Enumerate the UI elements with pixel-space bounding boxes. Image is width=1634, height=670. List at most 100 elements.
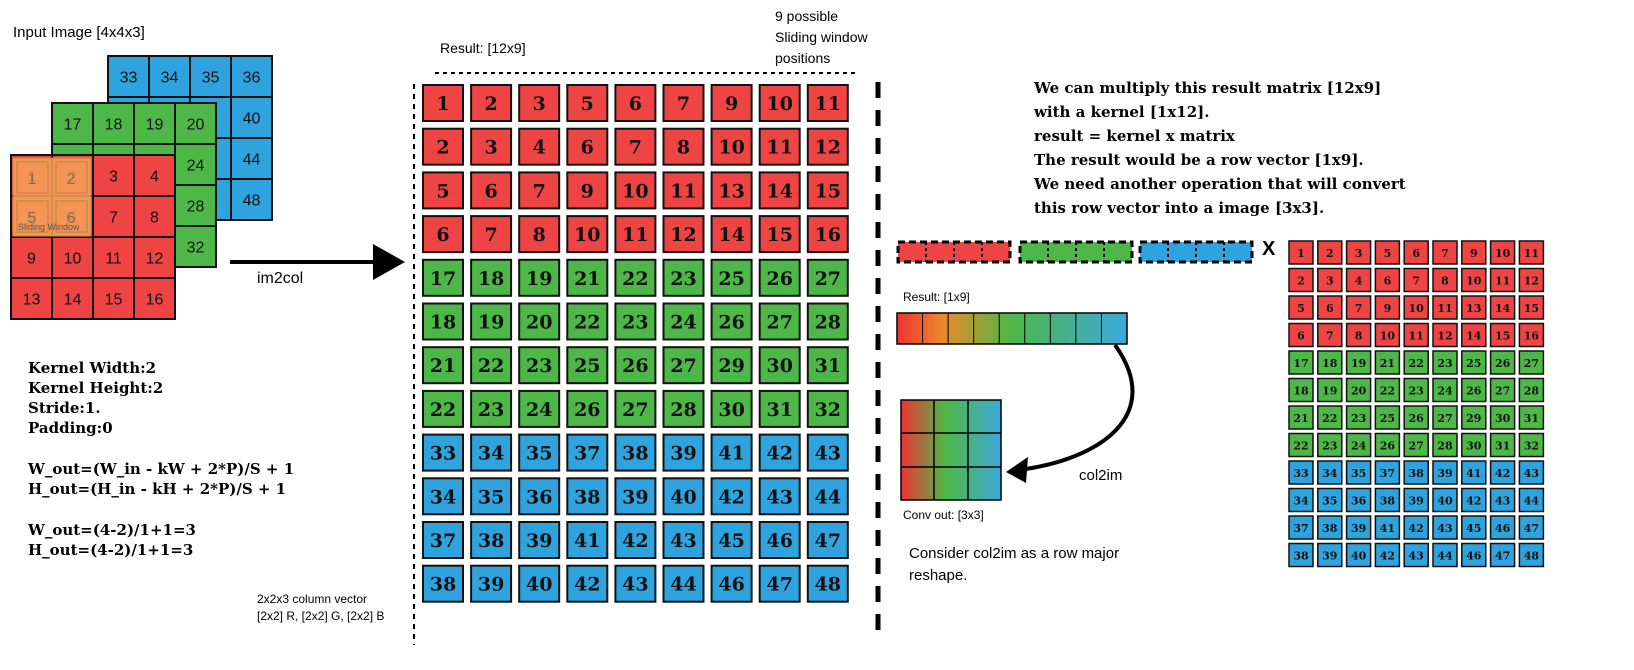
matrix-cell — [566, 346, 609, 385]
matrix-cell — [518, 258, 561, 297]
matrix-cell — [518, 433, 561, 472]
matrix-cell — [422, 302, 464, 341]
matrix-cell — [422, 258, 464, 297]
small-matrix-cell-value: 10 — [1495, 247, 1511, 260]
multiply-symbol: X — [1262, 238, 1276, 260]
matrix-cell-value: 35 — [478, 486, 504, 508]
small-matrix-cell — [1403, 432, 1429, 458]
small-matrix-cell-value: 27 — [1437, 412, 1452, 425]
matrix-cell — [614, 564, 657, 603]
row-vector-label: Result: [1x9] — [903, 290, 970, 304]
small-matrix-cell — [1461, 542, 1487, 568]
matrix-cell-value: 19 — [478, 312, 504, 334]
blue-layer-cell-value: 44 — [243, 152, 261, 169]
matrix-cell — [518, 346, 561, 385]
small-matrix-cell-value: 23 — [1351, 412, 1366, 425]
w-out-formula: W_out=(W_in - kW + 2*P)/S + 1 — [28, 460, 295, 478]
small-matrix-cell-value: 31 — [1524, 412, 1539, 425]
matrix-cell-value: 6 — [484, 180, 497, 202]
small-matrix-cell — [1345, 350, 1372, 375]
small-matrix-cell — [1489, 322, 1516, 348]
sliding-window-value: 1 — [28, 171, 37, 188]
small-matrix-cell — [1345, 267, 1372, 293]
matrix-cell — [518, 477, 561, 516]
matrix-cell — [758, 389, 801, 428]
matrix-cell-value: 27 — [766, 312, 792, 334]
matrix-cell-value: 32 — [815, 399, 841, 421]
red-layer-cell-value: 10 — [64, 251, 82, 268]
red-layer-cell — [51, 236, 94, 279]
matrix-cell-value: 8 — [533, 224, 546, 246]
matrix-cell-value: 11 — [622, 224, 648, 246]
small-matrix-cell — [1432, 322, 1458, 348]
small-matrix-cell-value: 41 — [1466, 467, 1481, 480]
matrix-cell-value: 39 — [670, 443, 696, 465]
kernel-height: Kernel Height:2 — [28, 379, 164, 397]
small-matrix-cell — [1317, 267, 1343, 293]
matrix-cell — [758, 258, 801, 297]
matrix-cell — [758, 346, 801, 385]
matrix-cell-value: 35 — [526, 443, 552, 465]
small-matrix-cell — [1432, 460, 1458, 485]
small-matrix-cell — [1403, 542, 1429, 568]
small-matrix-cell — [1489, 487, 1516, 513]
matrix-cell — [614, 215, 657, 254]
matrix-cell-value: 27 — [815, 268, 841, 290]
h-out-computed: H_out=(4-2)/1+1=3 — [28, 541, 194, 559]
small-matrix-cell — [1432, 515, 1458, 540]
sliding-window-value: 6 — [67, 210, 76, 227]
small-matrix-cell — [1432, 240, 1458, 265]
matrix-cell-value: 20 — [526, 312, 552, 334]
matrix-cell-value: 26 — [718, 312, 744, 334]
matrix-cell — [422, 215, 464, 254]
matrix-cell-value: 15 — [815, 180, 841, 202]
small-matrix-cell-value: 26 — [1380, 440, 1396, 453]
small-matrix-cell — [1461, 322, 1487, 348]
small-matrix-cell-value: 26 — [1466, 385, 1482, 398]
matrix-cell-value: 38 — [574, 486, 600, 508]
small-matrix-cell-value: 27 — [1409, 440, 1424, 453]
small-matrix-cell-value: 38 — [1293, 550, 1309, 563]
small-matrix-cell — [1288, 460, 1314, 485]
small-matrix-cell — [1403, 267, 1429, 293]
matrix-cell-value: 30 — [718, 399, 744, 421]
small-matrix-cell — [1345, 460, 1372, 485]
small-matrix-cell-value: 45 — [1466, 522, 1481, 535]
small-matrix-cell-value: 35 — [1322, 495, 1337, 508]
small-matrix-cell — [1374, 405, 1401, 430]
small-matrix-cell-value: 3 — [1355, 247, 1363, 260]
matrix-cell — [566, 521, 609, 559]
small-matrix-cell-value: 19 — [1322, 385, 1337, 398]
matrix-cell-value: 27 — [622, 399, 648, 421]
red-layer-cell — [133, 236, 176, 279]
matrix-cell-value: 10 — [574, 224, 600, 246]
matrix-cell-value: 27 — [670, 355, 696, 377]
red-layer-cell-value: 14 — [64, 292, 82, 309]
small-matrix-cell-value: 43 — [1409, 550, 1424, 563]
green-layer-cell — [174, 143, 217, 186]
matrix-cell-value: 21 — [574, 268, 600, 290]
green-layer-cell-value: 17 — [64, 117, 82, 134]
small-matrix-cell — [1489, 350, 1516, 375]
small-matrix-cell-value: 39 — [1437, 467, 1452, 480]
red-layer-cell-value: 8 — [150, 210, 159, 227]
small-matrix-cell — [1317, 350, 1343, 375]
matrix-cell-value: 5 — [436, 180, 449, 202]
matrix-cell — [710, 302, 753, 341]
small-matrix-cell-value: 12 — [1524, 275, 1539, 288]
small-matrix-cell-value: 5 — [1384, 247, 1392, 260]
matrix-cell — [614, 346, 657, 385]
matrix-cell — [710, 521, 753, 559]
small-matrix-cell-value: 38 — [1380, 495, 1396, 508]
blue-layer-cell — [230, 178, 273, 221]
small-matrix-cell — [1518, 542, 1545, 568]
matrix-cell-value: 48 — [815, 574, 841, 596]
small-matrix-cell — [1432, 542, 1458, 568]
blue-layer-cell-value: 40 — [243, 111, 261, 128]
small-matrix-cell-value: 8 — [1441, 275, 1449, 288]
small-matrix-cell-value: 39 — [1409, 495, 1424, 508]
small-matrix-cell-value: 15 — [1495, 330, 1510, 343]
red-layer-cell — [133, 277, 176, 320]
small-matrix-cell — [1288, 515, 1314, 540]
